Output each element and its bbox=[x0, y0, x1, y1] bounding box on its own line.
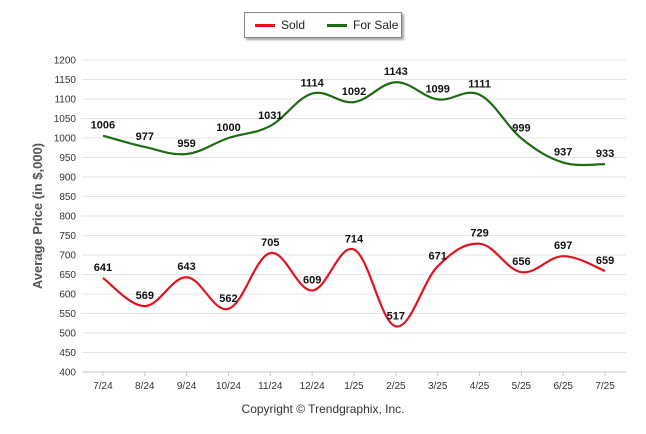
data-label-sold: 697 bbox=[554, 240, 572, 252]
x-tick-labels: 7/24 8/24 9/24 10/24 11/24 12/24 1/25 2/25 3/25 4… bbox=[93, 381, 615, 392]
y-tick-label: 600 bbox=[59, 290, 76, 301]
x-tick-label: 6/25 bbox=[553, 381, 573, 392]
y-tick-label: 1050 bbox=[54, 114, 77, 125]
y-tick-label: 850 bbox=[59, 192, 76, 203]
y-tick-label: 650 bbox=[59, 270, 76, 281]
data-label-sold: 729 bbox=[470, 228, 488, 240]
y-tick-label: 450 bbox=[59, 348, 76, 359]
data-label-for-sale: 1143 bbox=[384, 66, 408, 78]
y-tick-label: 1100 bbox=[54, 95, 76, 106]
y-tick-label: 1000 bbox=[54, 134, 77, 145]
y-tick-label: 800 bbox=[59, 212, 76, 223]
data-label-sold: 714 bbox=[345, 234, 364, 246]
x-tick-label: 3/25 bbox=[428, 381, 448, 392]
data-label-for-sale: 1000 bbox=[216, 122, 240, 134]
data-label-for-sale: 933 bbox=[596, 148, 614, 160]
data-label-sold: 705 bbox=[261, 237, 279, 249]
data-label-for-sale: 1114 bbox=[301, 78, 325, 90]
y-tick-label: 750 bbox=[59, 231, 76, 242]
data-label-for-sale: 1092 bbox=[342, 86, 366, 98]
grid-lines bbox=[82, 59, 626, 376]
data-label-sold: 517 bbox=[387, 310, 405, 322]
x-tick-label: 12/24 bbox=[300, 381, 325, 392]
data-label-sold: 659 bbox=[596, 255, 614, 267]
data-label-for-sale: 999 bbox=[512, 122, 530, 134]
x-tick-label: 5/25 bbox=[512, 381, 532, 392]
legend: Sold For Sale bbox=[244, 12, 402, 38]
x-tick-label: 4/25 bbox=[470, 381, 490, 392]
legend-item-for-sale[interactable]: For Sale bbox=[327, 18, 398, 32]
y-axis-label: Average Price (in $,000) bbox=[30, 143, 45, 289]
x-tick-label: 7/25 bbox=[595, 381, 615, 392]
y-tick-label: 700 bbox=[59, 251, 76, 262]
sold-swatch-icon bbox=[255, 23, 275, 27]
y-tick-label: 400 bbox=[59, 368, 76, 379]
series-line-for-sale bbox=[102, 81, 606, 167]
x-tick-label: 11/24 bbox=[258, 381, 283, 392]
data-label-sold: 643 bbox=[177, 261, 195, 273]
data-label-sold: 609 bbox=[303, 274, 321, 286]
legend-label-sold: Sold bbox=[281, 18, 306, 32]
data-label-for-sale: 1031 bbox=[258, 110, 282, 122]
data-label-sold: 562 bbox=[219, 293, 237, 305]
copyright-credit: Copyright © Trendgraphix, Inc. bbox=[241, 402, 405, 416]
legend-label-for-sale: For Sale bbox=[353, 18, 399, 32]
data-label-for-sale: 1099 bbox=[425, 83, 449, 95]
y-tick-label: 950 bbox=[59, 153, 76, 164]
x-tick-label: 10/24 bbox=[216, 381, 241, 392]
data-label-for-sale: 959 bbox=[177, 138, 195, 150]
y-tick-label: 550 bbox=[59, 309, 76, 320]
y-tick-labels: 400 450 500 550 600 650 700 750 800 850 900 950 1000… bbox=[54, 56, 77, 379]
data-label-sold: 656 bbox=[512, 256, 530, 268]
y-tick-label: 1200 bbox=[54, 56, 77, 67]
x-tick-label: 7/24 bbox=[93, 381, 113, 392]
x-tick-label: 9/24 bbox=[177, 381, 197, 392]
x-tick-label: 2/25 bbox=[386, 381, 406, 392]
data-label-sold: 641 bbox=[94, 262, 112, 274]
data-label-for-sale: 1111 bbox=[468, 79, 491, 91]
data-label-sold: 671 bbox=[429, 250, 447, 262]
x-tick-label: 8/24 bbox=[135, 381, 155, 392]
data-label-for-sale: 1006 bbox=[91, 120, 115, 132]
data-labels: 641 569 643 562 705 609 714 517 671 729 656 697 659 1… bbox=[91, 66, 615, 322]
y-tick-label: 1150 bbox=[54, 75, 76, 86]
series-line-sold bbox=[102, 242, 606, 328]
data-label-for-sale: 937 bbox=[554, 147, 572, 159]
y-tick-label: 500 bbox=[59, 329, 76, 340]
y-tick-label: 900 bbox=[59, 173, 76, 184]
series-lines bbox=[102, 81, 606, 328]
for-sale-swatch-icon bbox=[327, 23, 348, 27]
x-tick-label: 1/25 bbox=[344, 381, 364, 392]
legend-item-sold[interactable]: Sold bbox=[255, 18, 305, 32]
data-label-sold: 569 bbox=[136, 290, 154, 302]
data-label-for-sale: 977 bbox=[136, 131, 154, 143]
